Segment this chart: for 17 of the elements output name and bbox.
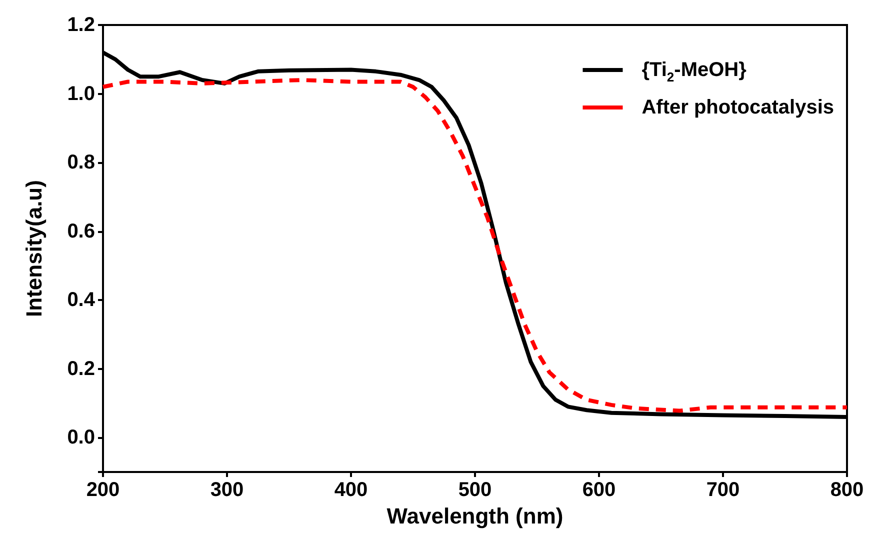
x-tick-label: 500 xyxy=(458,479,492,501)
x-axis-title: Wavelength (nm) xyxy=(386,503,564,528)
x-tick-label: 200 xyxy=(86,479,120,501)
x-tick-label: 700 xyxy=(706,479,740,501)
y-tick-label: 1.0 xyxy=(67,82,95,105)
y-tick-label: 0.8 xyxy=(67,152,95,174)
y-tick-label: 0.6 xyxy=(67,220,95,242)
legend-label: After photocatalysis xyxy=(642,96,834,118)
y-axis-title: Intensity(a.u) xyxy=(22,180,46,317)
x-tick-label: 300 xyxy=(210,479,244,501)
y-tick-label: 1.2 xyxy=(67,14,95,36)
x-tick-label: 600 xyxy=(582,479,616,501)
x-tick-label: 400 xyxy=(334,479,368,501)
y-tick-label: 0.2 xyxy=(67,358,95,380)
x-tick-label: 800 xyxy=(830,479,864,501)
y-tick-label: 0.4 xyxy=(67,289,96,312)
y-tick-label: 0.0 xyxy=(67,426,95,449)
